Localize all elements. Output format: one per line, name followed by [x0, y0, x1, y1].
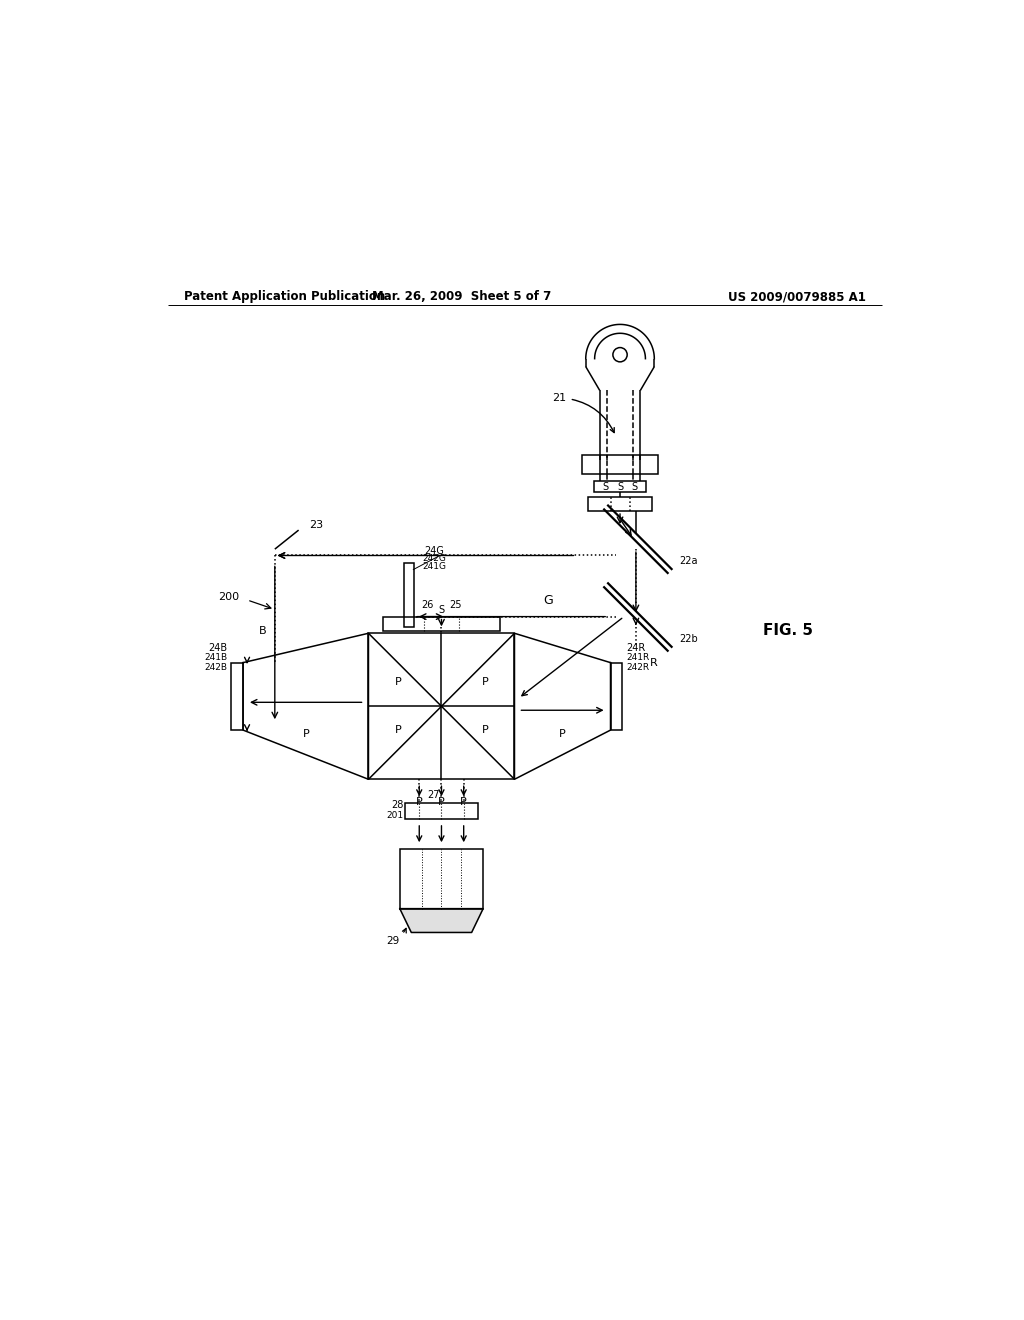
Text: 200: 200 [218, 591, 240, 602]
Text: 25: 25 [450, 601, 462, 610]
Text: 22b: 22b [680, 634, 698, 644]
Bar [404, 564, 415, 627]
Text: 23: 23 [309, 520, 323, 531]
Text: 24G: 24G [424, 545, 444, 556]
Text: S: S [438, 606, 444, 615]
Bar [610, 663, 623, 730]
Text: 22a: 22a [680, 556, 698, 566]
Text: S: S [631, 482, 637, 492]
Polygon shape [399, 908, 483, 932]
Text: 242R: 242R [627, 663, 649, 672]
Text: P: P [559, 729, 566, 739]
Text: 24B: 24B [208, 643, 227, 653]
Text: 241R: 241R [627, 653, 649, 663]
Text: R: R [650, 657, 658, 668]
Text: S: S [617, 482, 623, 492]
Bar [369, 634, 514, 779]
Bar [231, 663, 243, 730]
Text: Patent Application Publication: Patent Application Publication [183, 290, 385, 304]
Text: P: P [302, 729, 309, 739]
Text: B: B [259, 626, 266, 636]
Text: 28: 28 [391, 800, 403, 810]
Text: P: P [481, 725, 488, 735]
Text: 29: 29 [386, 928, 407, 946]
Bar [399, 849, 483, 908]
Text: P: P [394, 677, 401, 688]
Text: P: P [416, 796, 423, 807]
Text: S: S [603, 482, 609, 492]
Text: 242G: 242G [422, 554, 446, 564]
Text: Mar. 26, 2009  Sheet 5 of 7: Mar. 26, 2009 Sheet 5 of 7 [372, 290, 551, 304]
Bar [588, 496, 651, 511]
Text: 241B: 241B [204, 653, 227, 663]
Text: P: P [481, 677, 488, 688]
Text: G: G [544, 594, 554, 607]
Bar [582, 454, 658, 474]
Bar [383, 616, 500, 631]
Text: FIG. 5: FIG. 5 [763, 623, 813, 639]
Text: 242B: 242B [204, 663, 227, 672]
Text: P: P [394, 725, 401, 735]
Text: US 2009/0079885 A1: US 2009/0079885 A1 [728, 290, 866, 304]
Text: 27: 27 [427, 791, 439, 800]
Text: P: P [438, 796, 444, 807]
Text: 241G: 241G [422, 562, 446, 572]
Bar [594, 480, 646, 492]
Text: 21: 21 [553, 393, 614, 433]
Text: 201: 201 [386, 810, 403, 820]
Text: 24R: 24R [627, 643, 645, 653]
Bar [404, 803, 478, 818]
Text: P: P [461, 796, 467, 807]
Text: 26: 26 [421, 601, 433, 610]
